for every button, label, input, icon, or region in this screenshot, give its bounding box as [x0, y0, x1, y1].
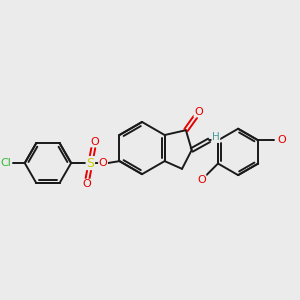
Text: H: H — [212, 132, 220, 142]
Text: O: O — [194, 107, 203, 117]
Text: O: O — [99, 158, 107, 168]
Text: Cl: Cl — [0, 158, 11, 168]
Text: O: O — [197, 175, 206, 185]
Text: O: O — [82, 179, 91, 189]
Text: O: O — [90, 137, 99, 147]
Text: O: O — [277, 135, 286, 145]
Text: S: S — [86, 157, 94, 169]
